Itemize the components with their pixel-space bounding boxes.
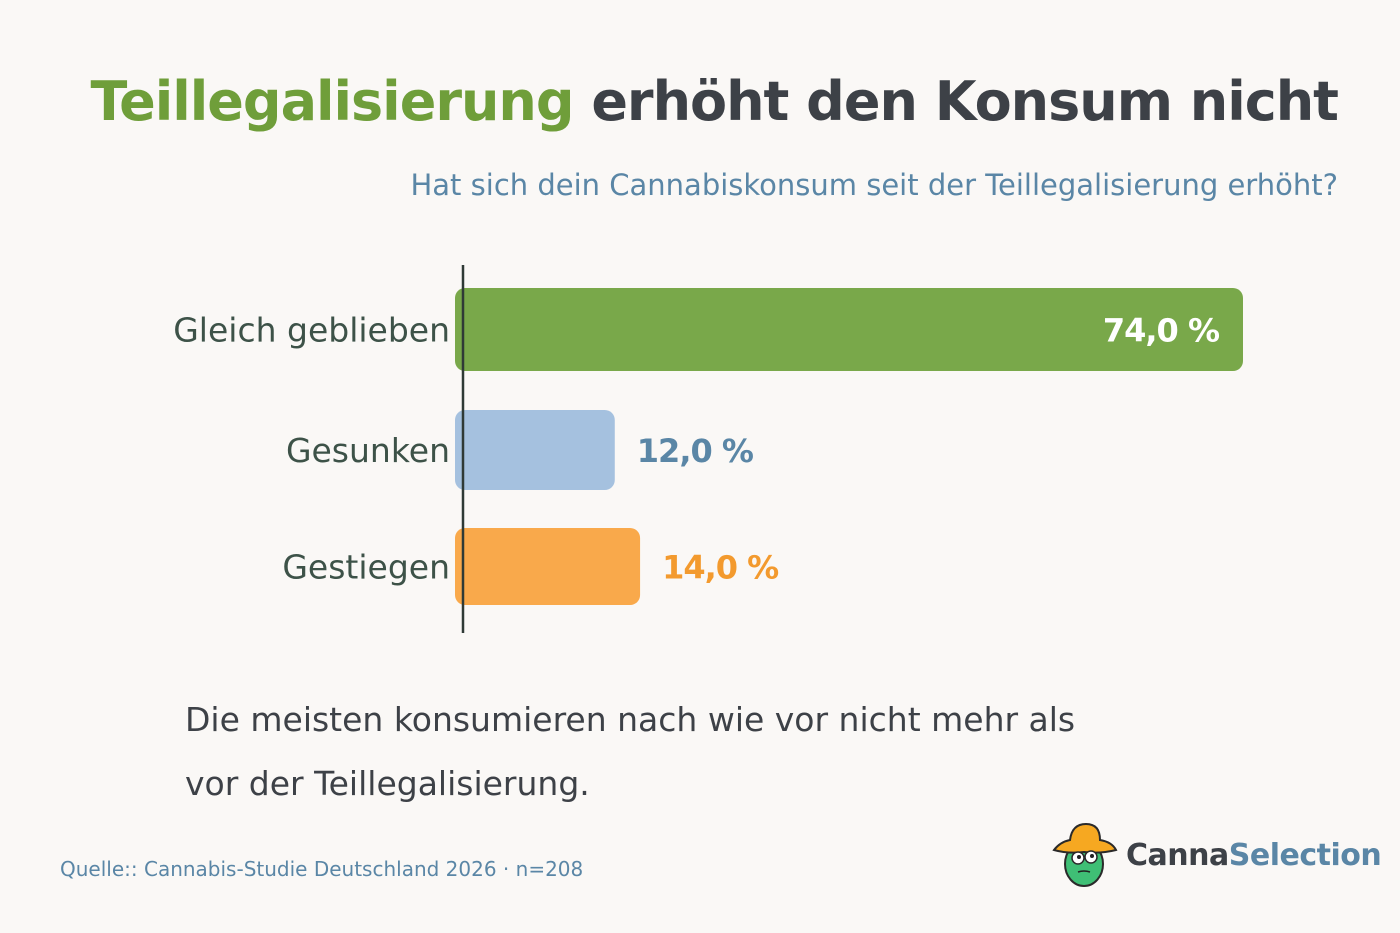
caption: Die meisten konsumieren nach wie vor nic… — [185, 688, 1185, 816]
data-label: 14,0 % — [662, 549, 779, 587]
bar — [455, 288, 1243, 371]
category-label: Gleich geblieben — [173, 311, 450, 350]
bar — [455, 528, 641, 605]
title-rest: erhöht den Konsum nicht — [591, 70, 1339, 133]
logo-part-2: Selection — [1228, 837, 1382, 873]
data-label: 12,0 % — [637, 432, 754, 470]
chart-title: Teillegalisierung erhöht den Konsum nich… — [90, 70, 1339, 133]
title-highlight: Teillegalisierung — [90, 70, 574, 133]
cactus-mascot-icon — [1052, 822, 1118, 887]
logo-part-1: Canna — [1126, 837, 1229, 873]
caption-line-2: vor der Teillegalisierung. — [185, 764, 590, 803]
logo-text: CannaSelection — [1126, 837, 1382, 873]
bar — [455, 410, 615, 490]
source-note: Quelle:: Cannabis-Studie Deutschland 202… — [60, 857, 584, 881]
category-label: Gestiegen — [282, 548, 450, 587]
category-label: Gesunken — [286, 431, 450, 470]
logo: CannaSelection — [1050, 820, 1382, 890]
caption-line-1: Die meisten konsumieren nach wie vor nic… — [185, 700, 1076, 739]
data-label: 74,0 % — [1103, 312, 1220, 350]
chart-subtitle: Hat sich dein Cannabiskonsum seit der Te… — [410, 168, 1338, 202]
bar-chart: Gleich geblieben 74,0 % Gesunken 12,0 % Gest… — [173, 265, 1243, 633]
